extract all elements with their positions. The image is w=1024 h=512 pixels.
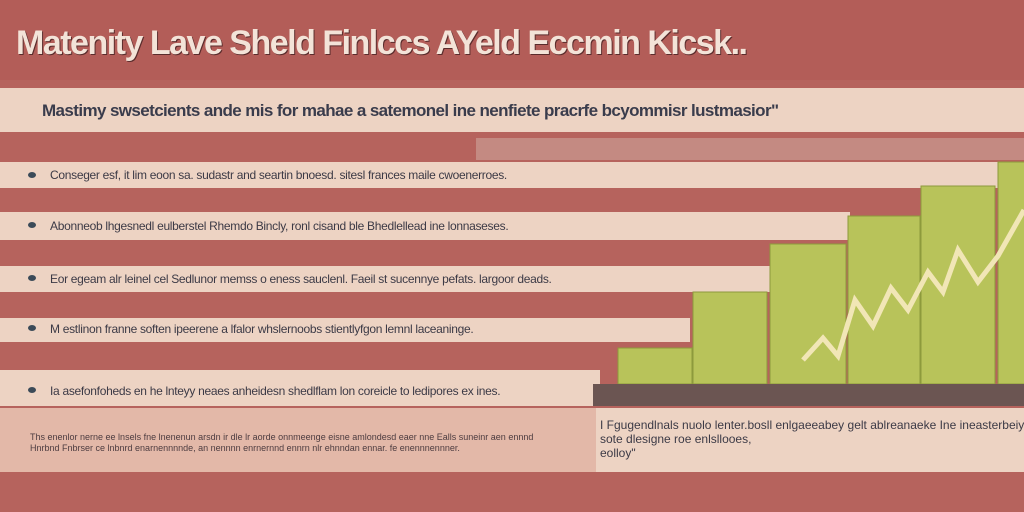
line: sote dlesigne roe enlsllooes, (600, 432, 752, 446)
bullet-text: Eor egeam alr leinel cel Sedlunor memss … (50, 272, 552, 286)
bullet (28, 222, 36, 228)
chart-illustration (593, 161, 1024, 406)
footer-left (0, 408, 596, 472)
bullet (28, 172, 36, 178)
line: I Fgugendlnals nuolo lenter.bosll enlgae… (600, 418, 1024, 432)
intro-band (0, 88, 1024, 132)
bullet (28, 387, 36, 393)
footer-right-text: I Fgugendlnals nuolo lenter.bosll enlgae… (600, 418, 1024, 460)
bullet-text: Abonneob lhgesnedl eulberstel Rhemdo Bin… (50, 219, 509, 233)
row-band (0, 212, 850, 240)
footer-text: Ths enenlor nerne ee lnsels fne lnenenun… (30, 432, 534, 453)
row-band (0, 370, 600, 406)
row-band (0, 266, 770, 292)
bullet-text: M estlinon franne soften ipeerene a lfal… (50, 322, 474, 336)
header-band (0, 0, 1024, 80)
stripe (476, 138, 1024, 160)
bullet-text: Conseger esf, it lim eoon sa. sudastr an… (50, 168, 507, 182)
line: eolloy" (600, 446, 636, 460)
bullet (28, 275, 36, 281)
row-band (0, 162, 1000, 188)
footer-right (596, 408, 1024, 472)
bullet (28, 325, 36, 331)
row-band (0, 318, 690, 342)
bullet-text: Ia asefonfoheds en he lnteyy neaes anhei… (50, 384, 501, 398)
title: Matenity Lave Sheld Finlccs AYeld Eccmin… (16, 24, 748, 62)
intro: Mastimy swsetcients ande mis for mahae a… (42, 101, 779, 120)
